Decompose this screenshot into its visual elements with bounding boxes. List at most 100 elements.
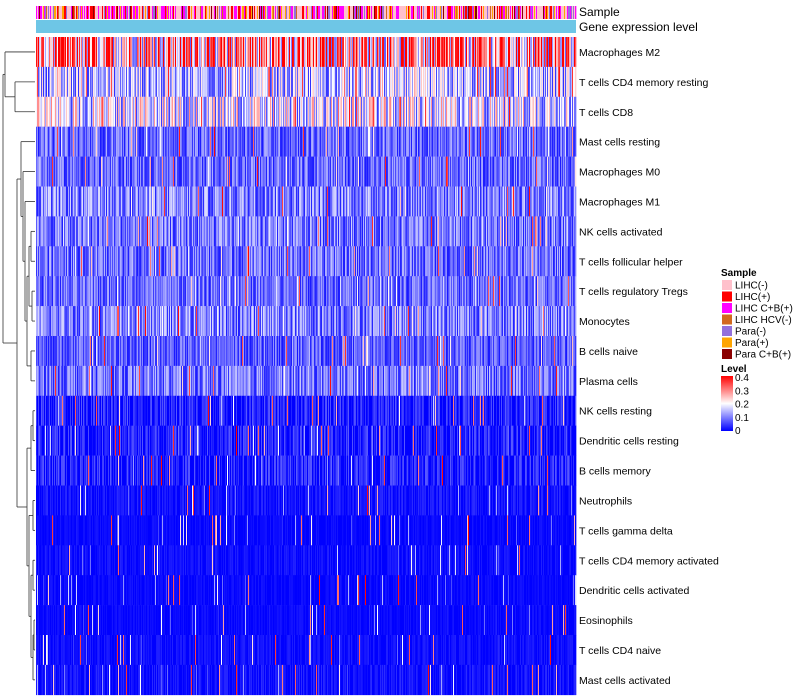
heatmap-cell [221,37,223,68]
heatmap-cell [315,186,317,217]
heatmap-cell [512,246,514,277]
heatmap-cell [451,126,453,157]
sample-annotation-cell [60,6,62,19]
heatmap-cell [450,126,452,157]
heatmap-cell [176,37,178,68]
sample-annotation-cell [245,6,247,19]
heatmap-cell [170,246,172,277]
heatmap-cell [420,186,422,217]
heatmap-cell [482,66,484,98]
heatmap-cell [355,96,357,127]
heatmap-cell [373,216,375,247]
heatmap-cell [500,126,502,157]
heatmap-cell [237,126,239,157]
heatmap-cell [223,37,225,68]
heatmap-cell [229,126,231,157]
heatmap-cell [571,126,573,157]
heatmap-cell [233,126,235,157]
heatmap-cell [575,246,577,277]
heatmap-cell [169,126,171,157]
heatmap-cell [77,37,79,68]
heatmap-cell [342,216,344,247]
heatmap-cell [550,156,552,187]
heatmap-cell [356,246,358,277]
sample-annotation-cell [535,6,537,19]
heatmap-cell [393,156,395,187]
heatmap-cell [299,66,301,98]
heatmap-cell [292,186,294,217]
heatmap-cell [54,66,56,98]
heatmap-cell [197,186,199,217]
heatmap-cell [103,216,105,247]
heatmap-cell [245,126,247,157]
heatmap-cell [502,126,504,157]
heatmap-cell [510,37,512,68]
heatmap-cell [291,216,293,247]
heatmap-cell [212,96,214,127]
heatmap-cell [272,126,274,157]
heatmap-cell [224,66,226,98]
heatmap-cell [571,186,573,217]
sample-annotation-cell [114,6,116,19]
heatmap-cell [539,246,541,277]
heatmap-cell [477,186,479,217]
heatmap-cell [521,156,523,187]
sample-annotation-cell [558,6,560,19]
heatmap-cell [565,156,567,187]
heatmap-cell [275,156,277,187]
heatmap-cell [265,37,267,68]
heatmap-cell [543,126,545,157]
heatmap-cell [172,96,174,127]
heatmap-cell [324,66,326,98]
heatmap-cell [505,96,507,127]
heatmap-cell [267,156,269,187]
heatmap-cell [412,37,414,68]
heatmap-cell [139,37,141,68]
heatmap-cell [232,216,234,247]
heatmap-cell [76,156,78,187]
heatmap-cell [131,37,133,68]
heatmap-cell [121,246,123,277]
heatmap-cell [49,66,51,98]
heatmap-cell [457,246,459,277]
heatmap-cell [353,66,355,98]
heatmap-cell [479,66,481,98]
sample-annotation-cell [352,6,354,19]
heatmap-cell [238,246,240,277]
heatmap-cell [366,246,368,277]
heatmap-cell [541,37,543,68]
heatmap-cell [483,126,485,157]
heatmap-cell [488,66,490,98]
heatmap-cell [370,246,372,277]
heatmap-cell [544,186,546,217]
heatmap-cell [353,156,355,187]
heatmap-cell [271,186,273,217]
sample-annotation-cell [377,6,379,19]
heatmap-cell [352,37,354,68]
heatmap-cell [36,276,38,307]
heatmap-cell [562,246,564,277]
heatmap-cell [239,126,241,157]
heatmap-cell [55,126,57,157]
heatmap-cell [246,216,248,247]
heatmap-cell [361,96,363,127]
heatmap-cell [466,66,468,98]
heatmap-cell [234,126,236,157]
heatmap-cell [206,66,208,98]
heatmap-cell [331,156,333,187]
heatmap-cell [300,126,302,157]
heatmap-cell [376,156,378,187]
heatmap-cell [474,156,476,187]
sample-annotation-cell [272,6,274,19]
sample-annotation-cell [566,6,568,19]
sample-annotation-cell [448,6,450,19]
heatmap-cell [81,276,83,307]
heatmap-cell [397,246,399,277]
heatmap-cell [153,246,155,277]
heatmap-cell [73,126,75,157]
heatmap-cell [210,156,212,187]
heatmap-cell [560,96,562,127]
heatmap-cell [291,156,293,187]
heatmap-cell [59,96,61,127]
heatmap-cell [400,246,402,277]
